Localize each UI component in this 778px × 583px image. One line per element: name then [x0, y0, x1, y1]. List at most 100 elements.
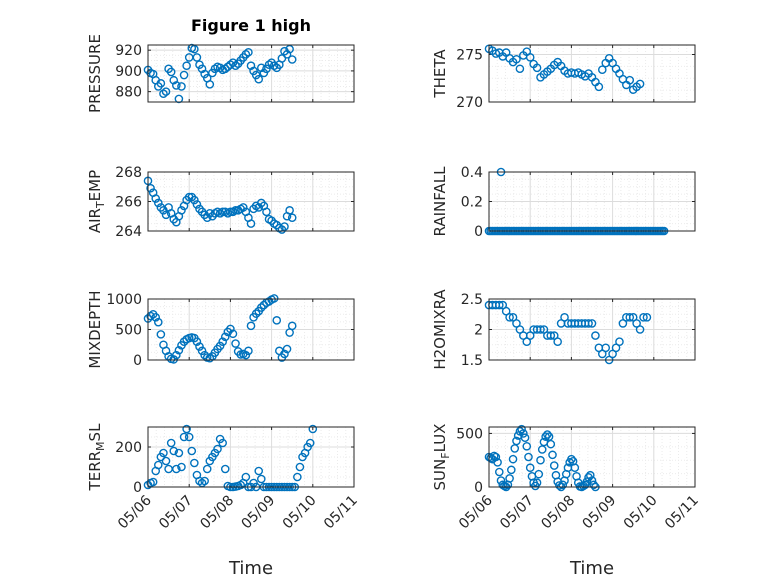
data-point	[625, 312, 635, 322]
data-point	[512, 436, 521, 446]
data-point	[491, 49, 501, 58]
data-point	[558, 480, 568, 490]
y-tick-label: 0.2	[461, 195, 483, 211]
axes-box	[147, 426, 355, 488]
data-point	[308, 424, 318, 434]
y-tick-label: 275	[456, 48, 483, 64]
y-tick-label: 0	[474, 224, 483, 240]
axes-box	[147, 171, 355, 232]
data-point	[177, 206, 186, 215]
data-point	[280, 349, 289, 359]
data-point	[241, 472, 251, 482]
y-tick-label: 2	[474, 323, 483, 339]
y-axis-label: MIXDEPTH	[86, 290, 104, 368]
y-tick-label: 264	[115, 224, 142, 240]
data-point	[285, 44, 294, 54]
data-point	[184, 432, 194, 442]
data-point	[520, 433, 530, 443]
data-point	[505, 474, 514, 483]
y-tick-label: 900	[115, 64, 142, 80]
subplot-air-temp: 264 266 268 AIRTEMP	[86, 165, 355, 240]
data-point	[536, 325, 545, 334]
data-point	[169, 75, 179, 85]
data-point	[256, 474, 266, 484]
data-point	[218, 337, 227, 347]
data-point	[190, 458, 199, 468]
data-point	[226, 324, 235, 334]
subplot-rainfall: 0 0.2 0.4 RAINFALL	[431, 165, 696, 240]
y-tick-label: 1.5	[461, 353, 483, 369]
data-point	[522, 441, 532, 451]
data-point	[277, 54, 287, 63]
data-point	[251, 309, 261, 318]
y-axis-label: TERRMSL	[86, 423, 107, 492]
data-point	[594, 82, 604, 92]
data-point	[244, 346, 253, 356]
y-tick-label: 0	[133, 480, 142, 496]
data-point	[536, 455, 545, 465]
data-point	[642, 312, 652, 322]
data-point	[293, 472, 302, 482]
data-point	[555, 481, 564, 490]
data-point	[146, 183, 155, 193]
data-point	[190, 44, 199, 54]
y-tick-label: 0.4	[461, 165, 483, 181]
data-point	[254, 74, 264, 84]
data-point	[182, 61, 191, 71]
data-point	[532, 63, 542, 73]
data-point	[197, 346, 207, 356]
data-point	[615, 337, 624, 347]
data-point	[585, 470, 595, 480]
data-point	[202, 213, 212, 223]
data-point	[166, 67, 176, 77]
axes-box	[488, 171, 696, 232]
y-axis-label: THETA	[431, 49, 449, 99]
minor-grid	[148, 172, 354, 231]
series-markers	[484, 424, 600, 492]
data-point	[177, 82, 186, 91]
data-point	[493, 458, 502, 467]
data-point	[166, 438, 176, 448]
axes-box	[488, 298, 696, 361]
data-point	[153, 317, 163, 327]
data-point	[192, 53, 202, 62]
data-point	[305, 438, 315, 448]
data-point	[192, 200, 202, 209]
data-point	[161, 456, 171, 466]
data-point	[601, 343, 611, 353]
data-point	[151, 194, 161, 203]
y-axis-label: PRESSURE	[86, 34, 104, 113]
data-point	[567, 454, 576, 464]
data-point	[215, 341, 225, 351]
data-point	[220, 464, 230, 474]
data-point	[272, 316, 282, 325]
data-point	[285, 206, 294, 215]
data-point	[534, 469, 544, 479]
data-point	[231, 339, 240, 348]
data-point	[153, 198, 163, 208]
data-point	[512, 54, 521, 64]
data-point	[587, 319, 597, 328]
data-point	[161, 210, 171, 220]
data-point	[541, 432, 550, 441]
data-point	[549, 461, 559, 470]
data-point	[195, 476, 204, 486]
data-point	[254, 203, 264, 212]
x-axis-label: Time	[228, 558, 273, 579]
data-point	[190, 195, 199, 205]
y-tick-label: 1000	[106, 292, 142, 308]
y-tick-label: 266	[115, 195, 142, 211]
data-point	[287, 213, 297, 223]
data-point	[635, 325, 645, 334]
data-point	[231, 206, 240, 215]
data-point	[524, 452, 533, 462]
data-point	[187, 446, 197, 456]
data-point	[598, 65, 607, 74]
y-tick-label: 880	[115, 85, 142, 101]
data-point	[264, 60, 274, 69]
data-point	[494, 300, 504, 310]
data-point	[589, 480, 599, 490]
y-tick-label: 500	[456, 426, 483, 442]
data-point	[287, 55, 297, 64]
data-point	[282, 50, 292, 59]
